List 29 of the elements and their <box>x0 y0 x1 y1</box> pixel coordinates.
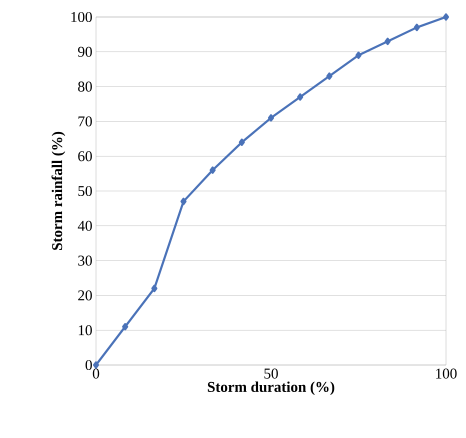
y-tick-label: 50 <box>78 186 92 196</box>
y-tick-label: 10 <box>78 325 92 336</box>
y-tick-label: 0 <box>86 360 92 370</box>
point <box>268 114 274 122</box>
point <box>151 284 158 292</box>
point <box>384 38 391 46</box>
y-tick-label: 90 <box>78 46 92 57</box>
point <box>122 323 128 330</box>
y-tick-label: 80 <box>78 82 92 92</box>
y-tick-label: 100 <box>71 12 92 22</box>
y-tick-label: 70 <box>78 116 92 126</box>
point <box>238 138 245 146</box>
y-axis-title: Storm rainfall (%) <box>52 132 66 250</box>
y-tick-label: 60 <box>78 151 92 162</box>
point <box>414 24 420 32</box>
point <box>326 72 332 80</box>
x-axis-title: Storm duration (%) <box>208 381 334 395</box>
y-tick-label: 30 <box>78 256 92 266</box>
point <box>442 13 450 21</box>
y-tick-label: 40 <box>78 220 92 231</box>
x-tick-label: 50 <box>264 368 278 379</box>
point <box>210 166 216 174</box>
x-tick-label: 100 <box>436 368 457 379</box>
point <box>180 198 187 206</box>
point <box>92 361 100 369</box>
y-tick-label: 20 <box>78 290 92 300</box>
x-tick-label: 0 <box>92 368 100 379</box>
point <box>355 52 362 59</box>
point <box>297 93 304 101</box>
